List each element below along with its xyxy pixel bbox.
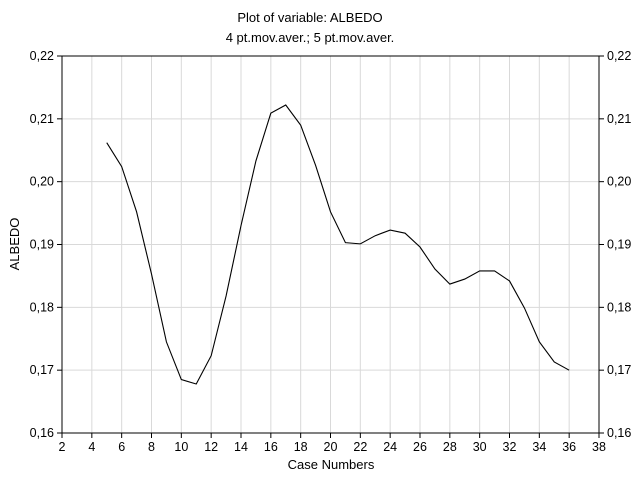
x-tick-label: 28 bbox=[443, 440, 457, 454]
x-tick-label: 14 bbox=[234, 440, 248, 454]
x-tick-label: 30 bbox=[473, 440, 487, 454]
axis-ticks bbox=[57, 55, 604, 438]
x-tick-label: 26 bbox=[413, 440, 427, 454]
albedo-series-line bbox=[106, 104, 570, 385]
y-tick-label-left: 0,20 bbox=[30, 175, 54, 189]
y-tick-label-right: 0,16 bbox=[607, 426, 631, 440]
chart-title: Plot of variable: ALBEDO bbox=[237, 10, 382, 25]
y-tick-label-right: 0,19 bbox=[607, 238, 631, 252]
x-tick-label: 16 bbox=[264, 440, 278, 454]
x-tick-label: 6 bbox=[118, 440, 125, 454]
x-tick-label: 22 bbox=[353, 440, 367, 454]
x-tick-label: 10 bbox=[174, 440, 188, 454]
grid bbox=[61, 55, 600, 434]
x-tick-label: 34 bbox=[532, 440, 546, 454]
x-tick-label: 4 bbox=[88, 440, 95, 454]
y-tick-label-right: 0,20 bbox=[607, 175, 631, 189]
y-tick-label-right: 0,18 bbox=[607, 300, 631, 314]
x-tick-label: 38 bbox=[592, 440, 606, 454]
tick-labels: 2 4 6 8 10 12 14 16 18 20 22 24 26 28 30 32 34 36 380,16 0,… bbox=[30, 49, 632, 454]
x-tick-label: 36 bbox=[562, 440, 576, 454]
y-tick-label-right: 0,17 bbox=[607, 363, 631, 377]
x-tick-label: 24 bbox=[383, 440, 397, 454]
y-tick-label-left: 0,16 bbox=[30, 426, 54, 440]
x-tick-label: 12 bbox=[204, 440, 218, 454]
y-tick-label-left: 0,22 bbox=[30, 49, 54, 63]
x-tick-label: 8 bbox=[148, 440, 155, 454]
x-tick-label: 18 bbox=[294, 440, 308, 454]
y-tick-label-left: 0,17 bbox=[30, 363, 54, 377]
y-tick-label-right: 0,21 bbox=[607, 112, 631, 126]
x-tick-label: 32 bbox=[503, 440, 517, 454]
chart-subtitle: 4 pt.mov.aver.; 5 pt.mov.aver. bbox=[226, 30, 395, 45]
y-tick-label-left: 0,18 bbox=[30, 300, 54, 314]
y-axis-label: ALBEDO bbox=[7, 218, 22, 271]
x-tick-label: 20 bbox=[324, 440, 338, 454]
x-axis-label: Case Numbers bbox=[288, 457, 375, 472]
y-tick-label-left: 0,19 bbox=[30, 238, 54, 252]
y-tick-label-left: 0,21 bbox=[30, 112, 54, 126]
y-tick-label-right: 0,22 bbox=[607, 49, 631, 63]
x-tick-label: 2 bbox=[59, 440, 66, 454]
